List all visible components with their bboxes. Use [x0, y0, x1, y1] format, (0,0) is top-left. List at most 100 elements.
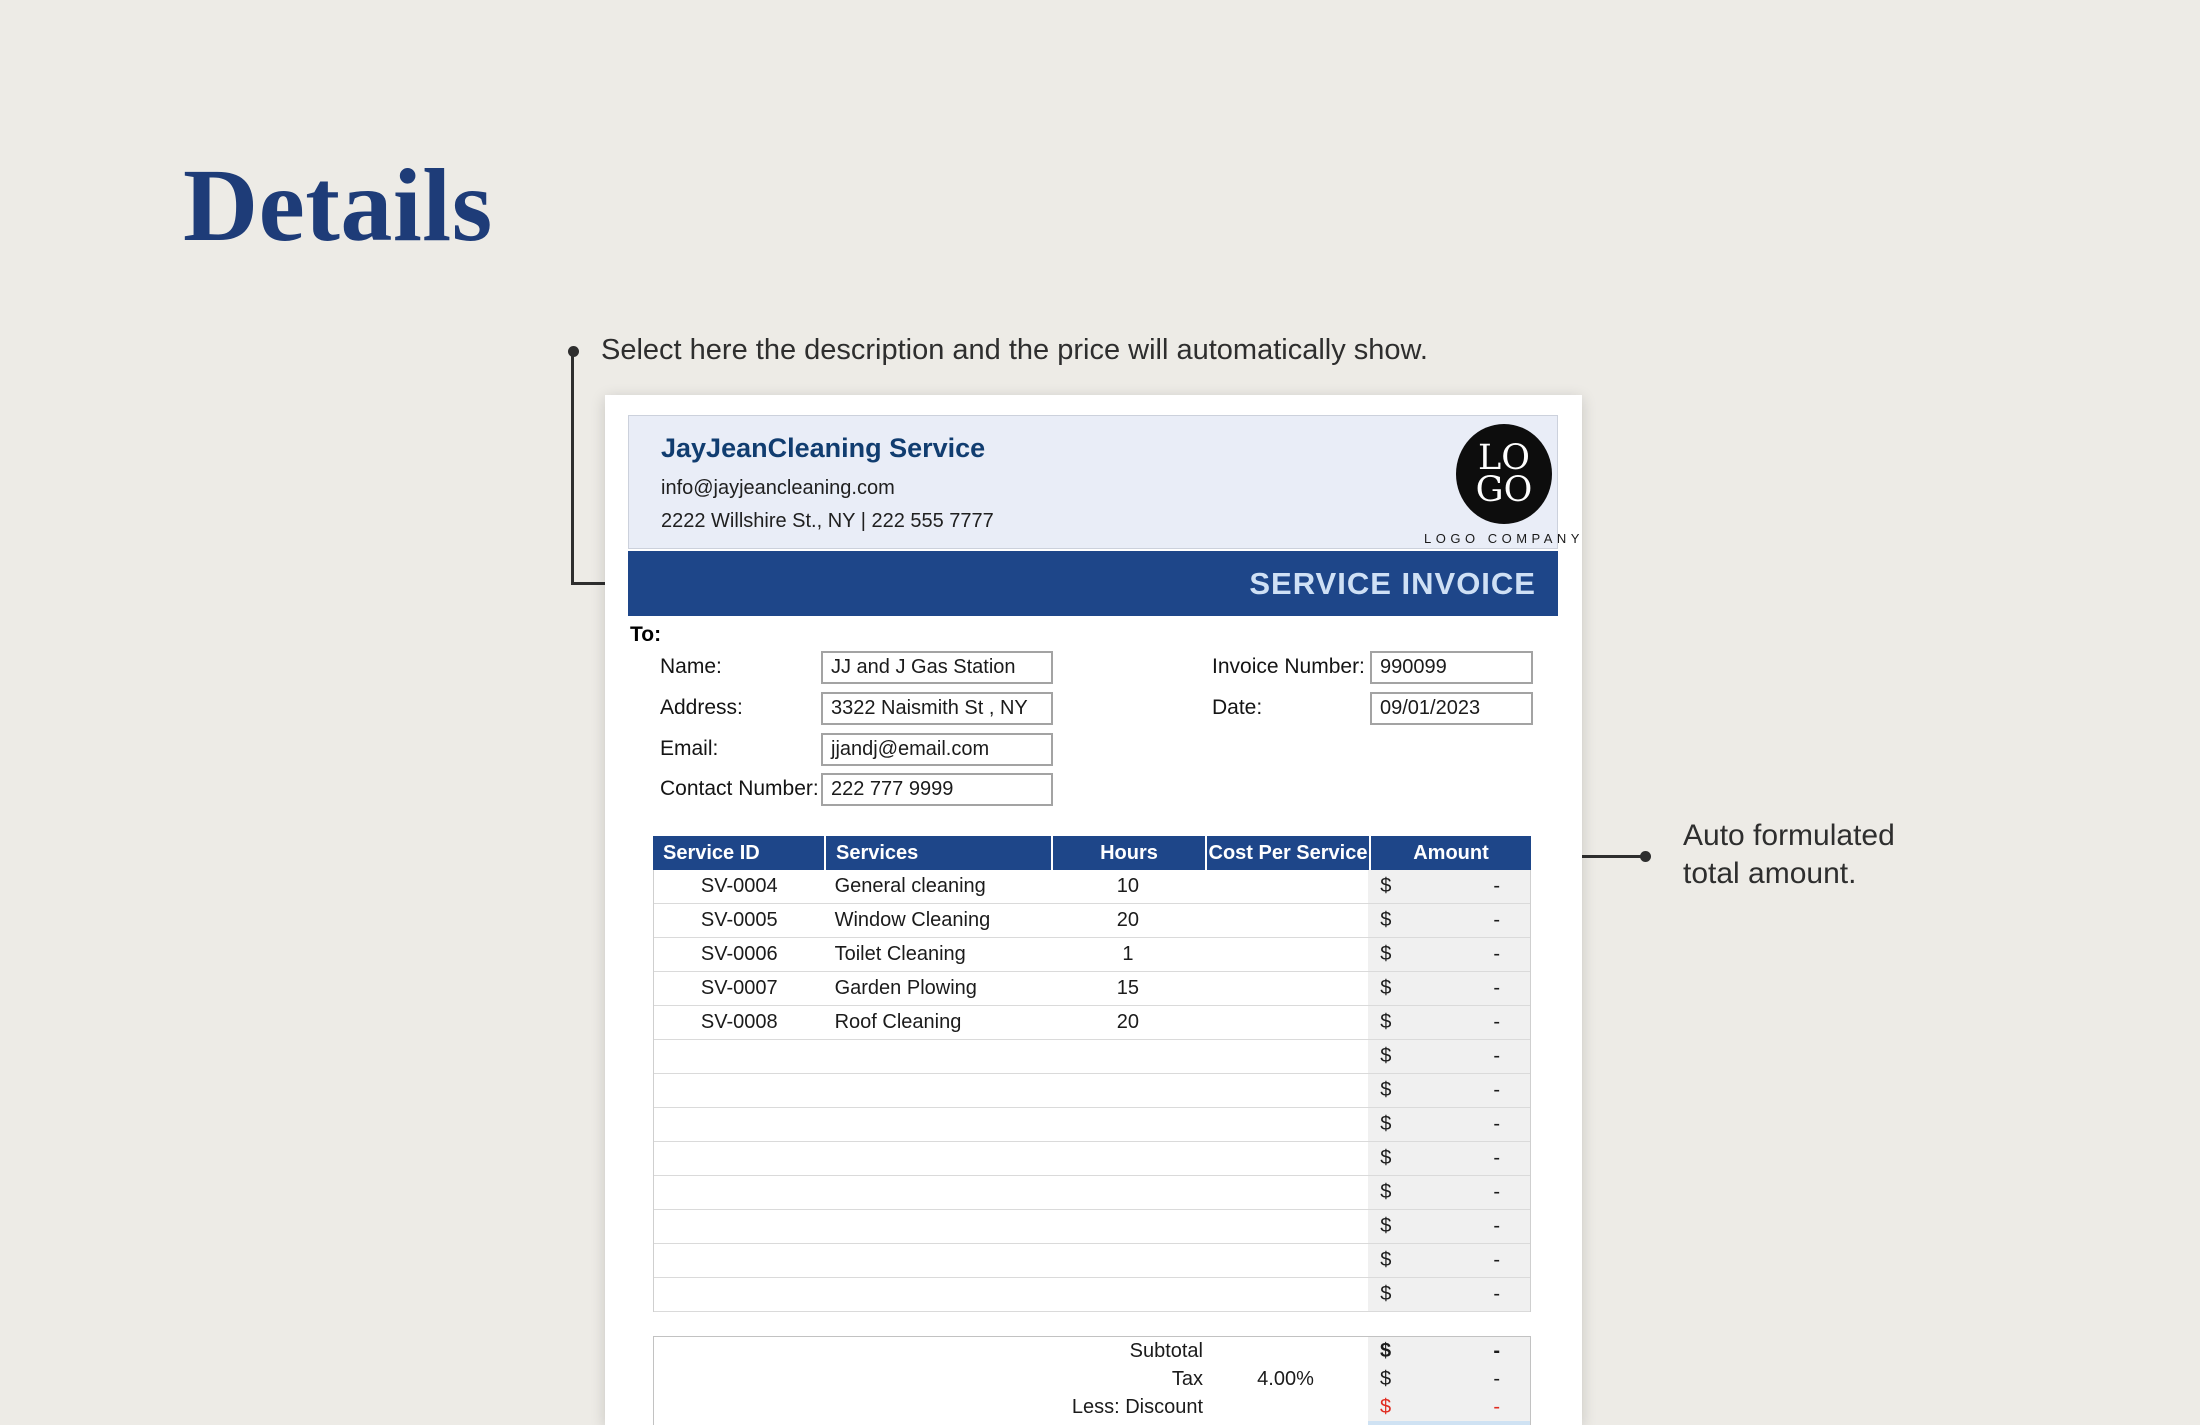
contact-number-field[interactable]: 222 777 9999	[821, 773, 1053, 806]
cell-amount[interactable]: $ -	[1368, 1244, 1530, 1277]
cell-hours[interactable]: 10	[1116, 875, 1139, 897]
cell-service-id[interactable]: SV-0007	[700, 977, 778, 999]
cell-cost-per-service[interactable]	[1205, 972, 1369, 1005]
cell-service[interactable]	[825, 1108, 1051, 1141]
cell-cost-per-service[interactable]	[1205, 1108, 1369, 1141]
cell-service[interactable]: General cleaning	[834, 875, 986, 897]
cell-service[interactable]	[825, 1244, 1051, 1277]
cell-amount[interactable]: $ -	[1368, 1210, 1530, 1243]
cell-service-id[interactable]: SV-0005	[700, 909, 778, 931]
cell-cost-per-service[interactable]	[1205, 1006, 1369, 1039]
cell-amount[interactable]: $ -	[1368, 972, 1530, 1005]
table-row[interactable]: $ -	[654, 1074, 1530, 1108]
company-address-phone: 2222 Willshire St., NY | 222 555 7777	[661, 510, 994, 532]
cell-amount[interactable]: $ -	[1368, 870, 1530, 903]
cell-service-id[interactable]	[654, 1142, 825, 1175]
logo-line2: GO	[1475, 470, 1533, 510]
cell-service-id[interactable]	[654, 1244, 825, 1277]
cell-amount[interactable]: $ -	[1368, 938, 1530, 971]
cell-service[interactable]: Window Cleaning	[834, 909, 991, 931]
cell-hours[interactable]	[1051, 1074, 1205, 1107]
table-row[interactable]: $ -	[654, 1176, 1530, 1210]
table-row[interactable]: SV-0006 Toilet Cleaning 1 $ -	[654, 938, 1530, 972]
table-row[interactable]: $ -	[654, 1278, 1530, 1312]
cell-cost-per-service[interactable]	[1205, 1176, 1369, 1209]
total-amount[interactable]: $ -	[1368, 1421, 1530, 1425]
cell-amount[interactable]: $ -	[1368, 904, 1530, 937]
cell-service[interactable]	[825, 1176, 1051, 1209]
subtotal-amount[interactable]: $ -	[1368, 1337, 1530, 1365]
currency-symbol: $	[1380, 1395, 1392, 1418]
cell-service[interactable]: Toilet Cleaning	[834, 943, 966, 965]
cell-amount[interactable]: $ -	[1368, 1108, 1530, 1141]
cell-cost-per-service[interactable]	[1205, 904, 1369, 937]
cell-hours[interactable]	[1051, 1142, 1205, 1175]
date-field[interactable]: 09/01/2023	[1370, 692, 1533, 725]
cell-hours[interactable]	[1051, 1210, 1205, 1243]
table-row[interactable]: SV-0004 General cleaning 10 $ -	[654, 870, 1530, 904]
cell-service[interactable]	[825, 1210, 1051, 1243]
cell-hours[interactable]: 20	[1116, 1011, 1139, 1033]
cell-hours[interactable]: 1	[1122, 943, 1134, 965]
cell-hours[interactable]: 15	[1116, 977, 1139, 999]
cell-cost-per-service[interactable]	[1205, 1244, 1369, 1277]
cell-hours[interactable]	[1051, 1040, 1205, 1073]
cell-cost-per-service[interactable]	[1205, 1278, 1369, 1311]
cell-service-id[interactable]	[654, 1278, 825, 1311]
cell-hours[interactable]	[1051, 1176, 1205, 1209]
table-row[interactable]: SV-0008 Roof Cleaning 20 $ -	[654, 1006, 1530, 1040]
cell-service-id[interactable]	[654, 1210, 825, 1243]
subtotal-row: Subtotal $ -	[654, 1337, 1530, 1365]
cell-service[interactable]: Roof Cleaning	[834, 1011, 962, 1033]
cell-hours[interactable]: 20	[1116, 909, 1139, 931]
cell-cost-per-service[interactable]	[1205, 1142, 1369, 1175]
tax-amount[interactable]: $ -	[1368, 1365, 1530, 1393]
cell-amount[interactable]: $ -	[1368, 1278, 1530, 1311]
currency-symbol: $	[1380, 1283, 1392, 1305]
table-row[interactable]: $ -	[654, 1244, 1530, 1278]
invoice-number-field[interactable]: 990099	[1370, 651, 1533, 684]
cell-cost-per-service[interactable]	[1205, 938, 1369, 971]
cell-service-id[interactable]	[654, 1176, 825, 1209]
table-row[interactable]: SV-0005 Window Cleaning 20 $ -	[654, 904, 1530, 938]
currency-symbol: $	[1380, 1181, 1392, 1203]
cell-service-id[interactable]	[654, 1040, 825, 1073]
cell-service-id[interactable]: SV-0004	[700, 875, 778, 897]
email-field[interactable]: jjandj@email.com	[821, 733, 1053, 766]
cell-service-id[interactable]: SV-0006	[700, 943, 778, 965]
table-row[interactable]: $ -	[654, 1040, 1530, 1074]
cell-amount[interactable]: $ -	[1368, 1176, 1530, 1209]
cell-amount[interactable]: $ -	[1368, 1040, 1530, 1073]
cell-cost-per-service[interactable]	[1205, 870, 1369, 903]
cell-service-id[interactable]	[654, 1108, 825, 1141]
cell-cost-per-service[interactable]	[1205, 1040, 1369, 1073]
address-field[interactable]: 3322 Naismith St , NY	[821, 692, 1053, 725]
logo-line1: LO	[1478, 437, 1530, 478]
cell-service[interactable]	[825, 1040, 1051, 1073]
cell-service-id[interactable]	[654, 1074, 825, 1107]
cell-hours[interactable]	[1051, 1244, 1205, 1277]
table-row[interactable]: $ -	[654, 1108, 1530, 1142]
tax-rate[interactable]: 4.00%	[1257, 1367, 1314, 1390]
cell-service[interactable]: Garden Plowing	[834, 977, 977, 999]
cell-amount[interactable]: $ -	[1368, 1006, 1530, 1039]
table-row[interactable]: $ -	[654, 1142, 1530, 1176]
cell-hours[interactable]	[1051, 1278, 1205, 1311]
annotation-total-amount: Auto formulated total amount.	[1683, 819, 1895, 890]
email-label: Email:	[660, 737, 719, 760]
discount-amount[interactable]: $ -	[1368, 1393, 1530, 1421]
table-row[interactable]: $ -	[654, 1210, 1530, 1244]
header-cost-per-service: Cost Per Service	[1205, 836, 1369, 870]
cell-amount[interactable]: $ -	[1368, 1074, 1530, 1107]
cell-service[interactable]	[825, 1074, 1051, 1107]
cell-cost-per-service[interactable]	[1205, 1074, 1369, 1107]
cell-service[interactable]	[825, 1142, 1051, 1175]
invoice-number-label: Invoice Number:	[1212, 655, 1365, 678]
cell-cost-per-service[interactable]	[1205, 1210, 1369, 1243]
table-row[interactable]: SV-0007 Garden Plowing 15 $ -	[654, 972, 1530, 1006]
cell-service[interactable]	[825, 1278, 1051, 1311]
cell-service-id[interactable]: SV-0008	[700, 1011, 778, 1033]
name-field[interactable]: JJ and J Gas Station	[821, 651, 1053, 684]
cell-amount[interactable]: $ -	[1368, 1142, 1530, 1175]
cell-hours[interactable]	[1051, 1108, 1205, 1141]
